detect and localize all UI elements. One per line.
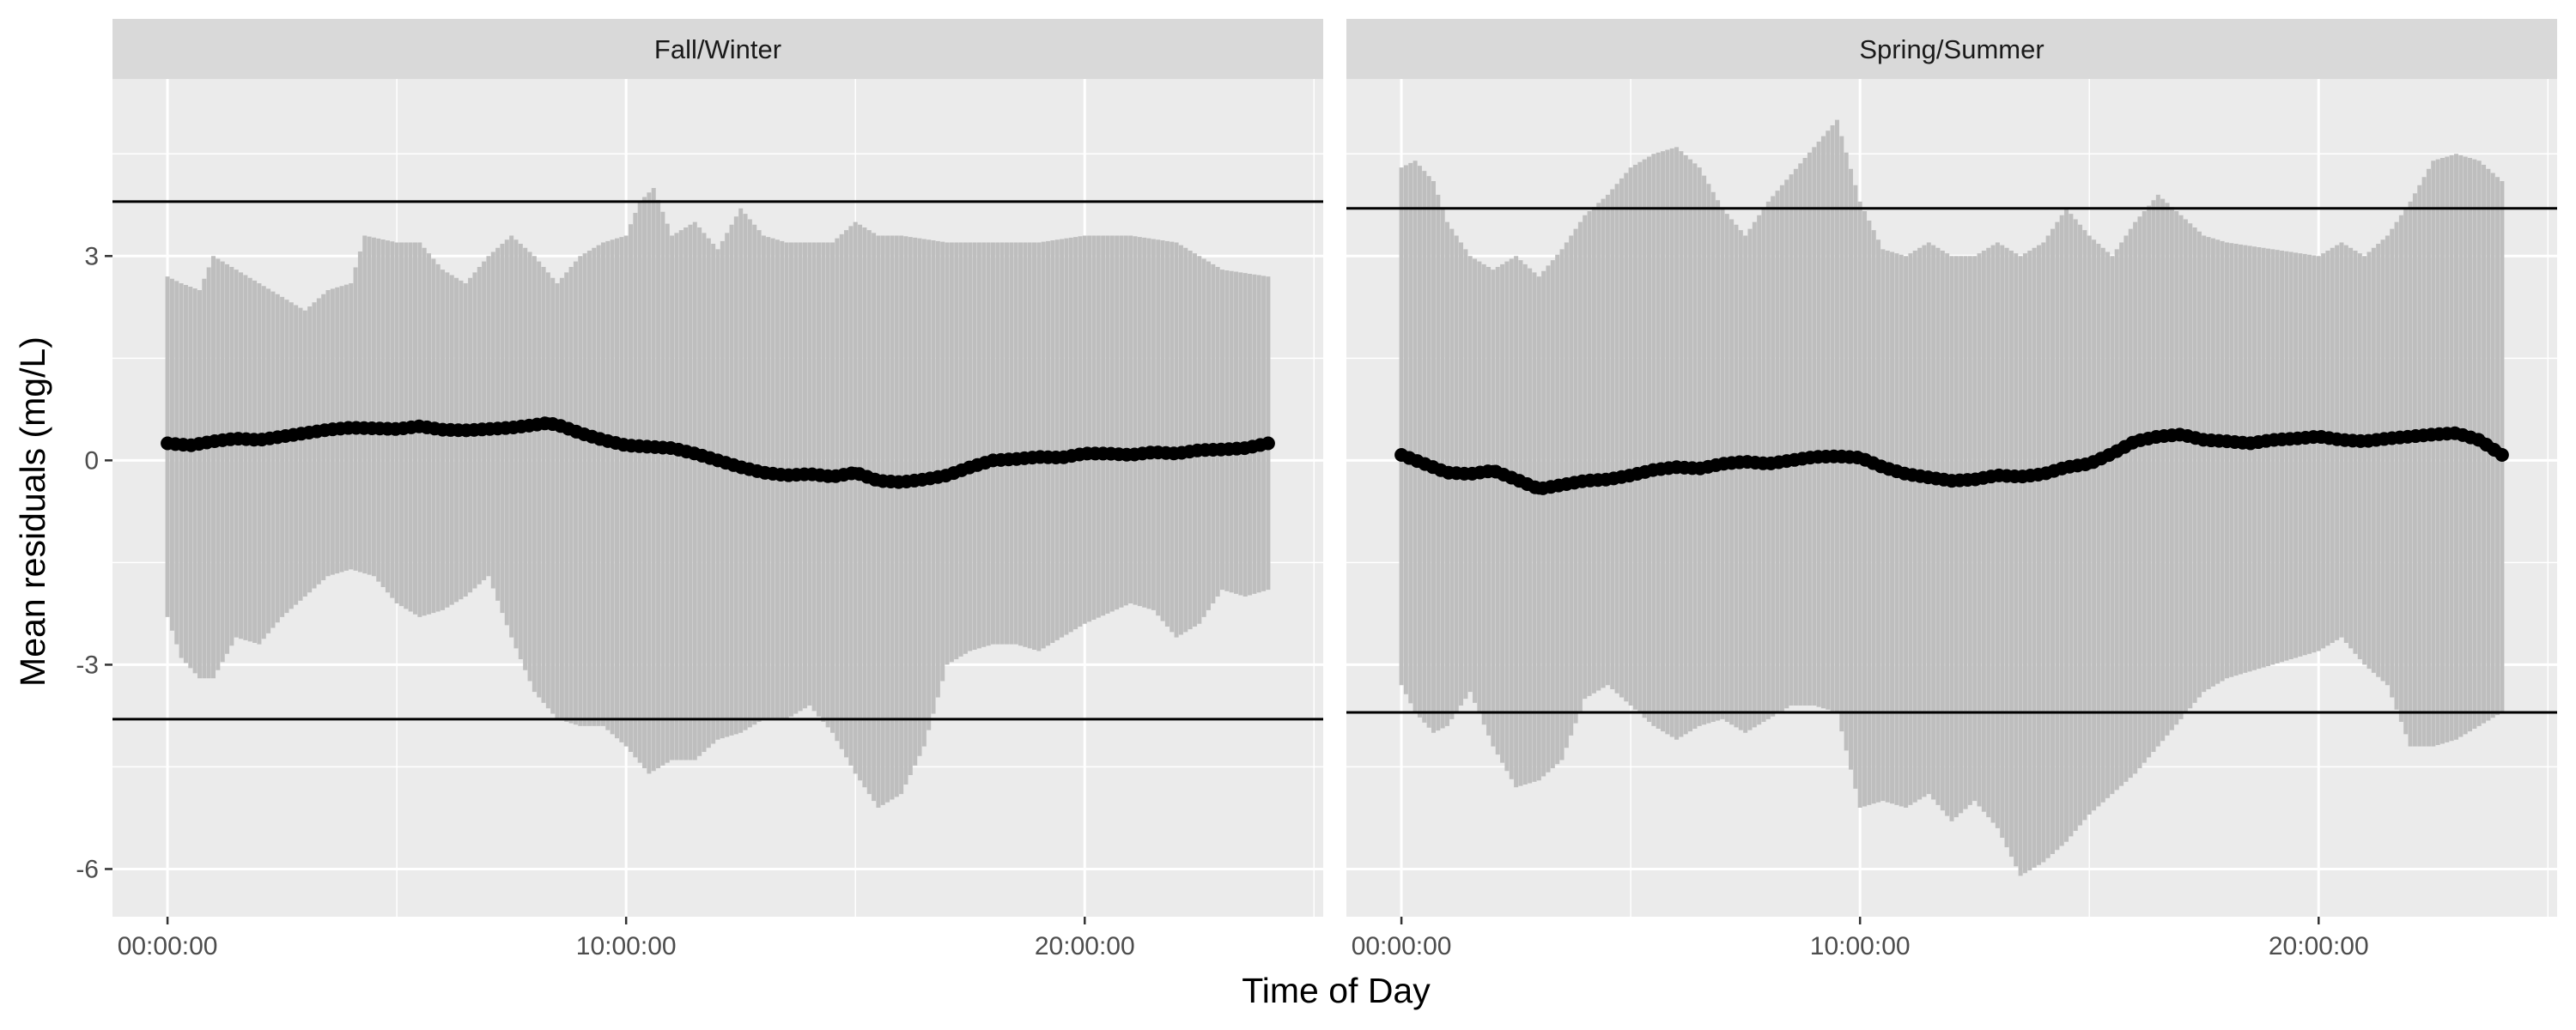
y-tick-label: -6 (76, 855, 99, 883)
y-tick-label: 0 (84, 446, 99, 475)
y-tick-label: -3 (76, 651, 99, 679)
mean-points (1394, 426, 2509, 495)
mean-point (2494, 448, 2509, 463)
mean-point (1261, 436, 1275, 451)
y-axis: -6 -3 0 3 (76, 242, 112, 883)
x-tick-label: 20:00:00 (1035, 932, 1135, 960)
mean-points (161, 416, 1275, 489)
x-tick-label: 10:00:00 (1810, 932, 1911, 960)
y-tick-label: 3 (84, 242, 99, 270)
x-tick-label: 20:00:00 (2269, 932, 2369, 960)
x-axis-title: Time of Day (1242, 971, 1431, 1010)
panel-strip (112, 19, 1323, 79)
y-axis-title: Mean residuals (mg/L) (13, 336, 52, 687)
x-tick-label: 00:00:00 (118, 932, 218, 960)
panel-0: Fall/Winter 00:00:00 10:00:00 20:00:00 (112, 19, 1323, 960)
panel-title: Spring/Summer (1859, 34, 2044, 64)
x-tick-label: 00:00:00 (1352, 932, 1452, 960)
panel-1: Spring/Summer 00:00:00 10:00:00 20:00:00 (1346, 19, 2557, 960)
panel-strip (1346, 19, 2557, 79)
error-band (1399, 119, 2505, 876)
x-tick-label: 10:00:00 (576, 932, 677, 960)
panel-title: Fall/Winter (654, 34, 781, 64)
